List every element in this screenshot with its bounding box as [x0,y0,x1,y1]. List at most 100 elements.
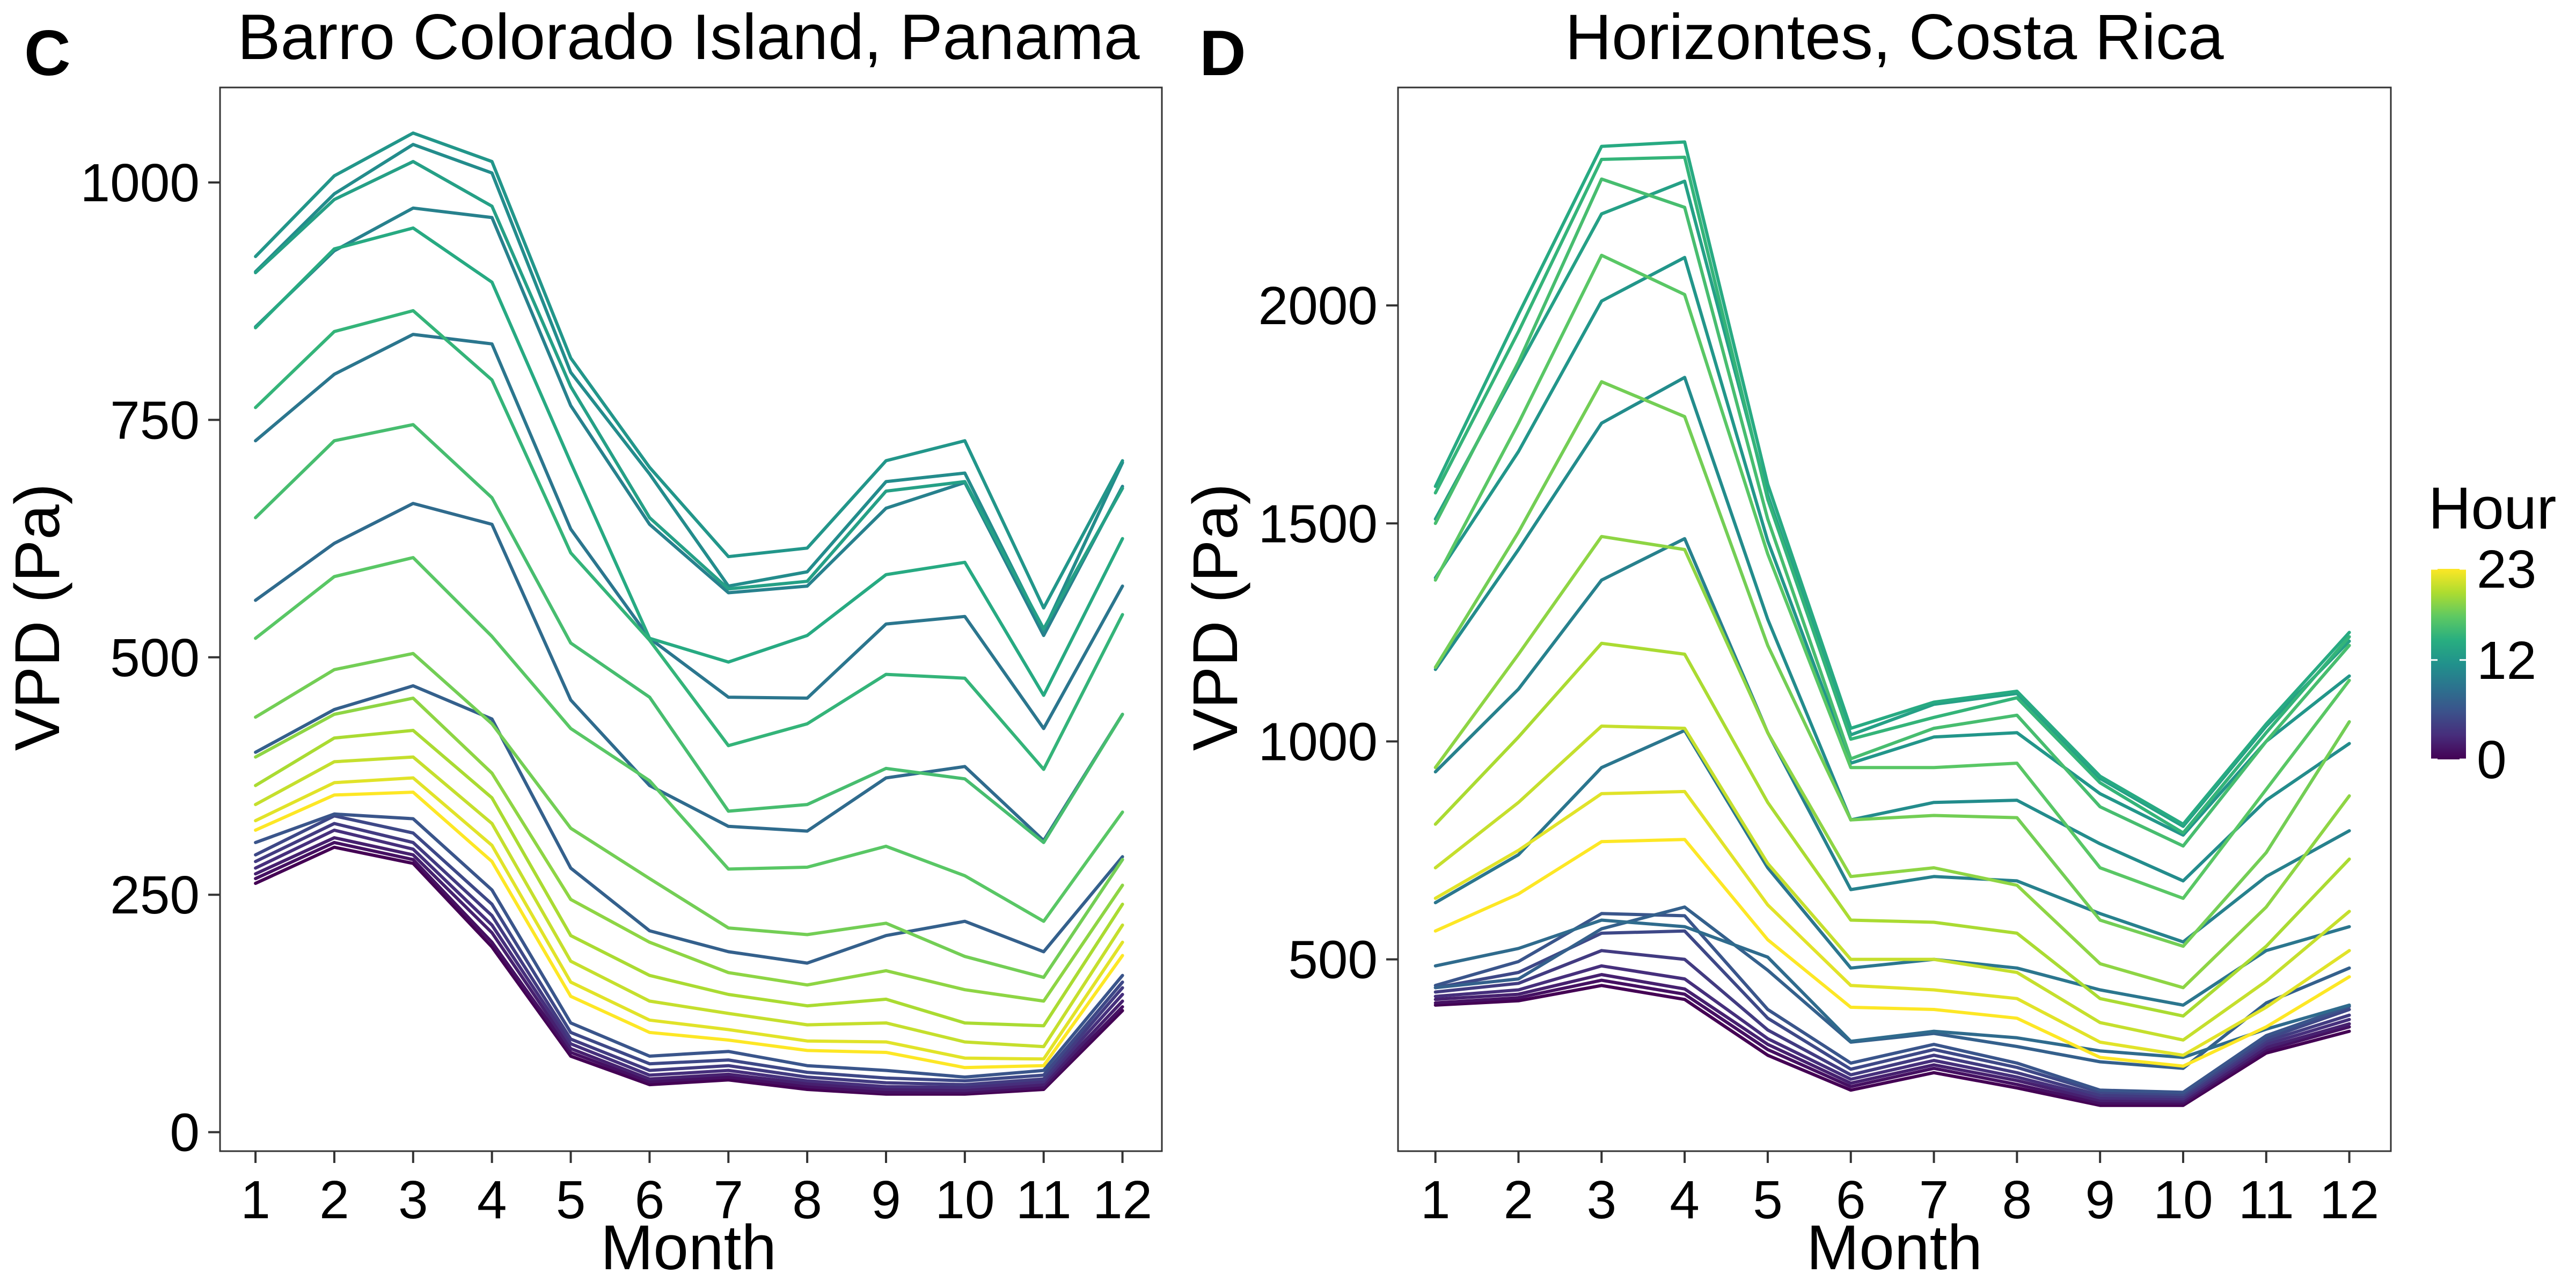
panel-c-x-tick-label-8: 8 [792,1170,822,1230]
panel-d-line-hour-18 [1433,380,2351,948]
panel-d-line-hour-11 [1433,376,2351,883]
panel-d-y-axis-title: VPD (Pa) [1180,484,1251,751]
panel-d-x-tick-label-11: 11 [2238,1170,2294,1230]
panel-d-x-tick-label-6: 6 [1836,1170,1866,1230]
panel-c-x-axis-title: Month [601,1212,777,1283]
panel-d-x-tick-label-4: 4 [1670,1170,1700,1230]
panel-d-line-hour-15 [1433,156,2351,835]
panel-c-line-hour-15 [254,309,1124,771]
panel-c-line-hour-18 [254,652,1124,979]
panel-c-title: Barro Colorado Island, Panama [238,1,1140,73]
panel-d-line-hour-6 [1433,912,2351,1094]
panel-d-x-tick-label-3: 3 [1586,1170,1616,1230]
panel-d-line-hour-23 [1433,838,2351,1068]
panel-c-line-hour-1 [254,840,1124,1094]
panel-d-line-hour-12 [1433,255,2351,837]
panel-d-x-axis-title: Month [1806,1212,1982,1283]
colorbar-legend: Hour 0 12 23 [2428,475,2556,790]
panel-c-plot-border [219,86,1163,1152]
panel-c-x-tick-label-9: 9 [871,1170,901,1230]
panel-c-line-hour-19 [254,696,1124,1003]
panel-c-line-hour-9 [254,333,1124,730]
panel-c-line-hour-2 [254,836,1124,1092]
panel-c-y-tick-label-1000: 1000 [80,153,200,213]
colorbar-gradient [2431,569,2466,759]
panel-d-line-hour-9 [1433,729,2351,1007]
panel-c-x-axis: 1 2 3 4 5 6 7 8 9 10 11 12 [240,1151,1152,1230]
panel-d-y-tick-label-1000: 1000 [1258,712,1378,772]
panel-d-x-tick-label-8: 8 [2002,1170,2032,1230]
panel-c-line-hour-17 [254,556,1124,923]
panel-c-x-tick-label-3: 3 [398,1170,428,1230]
panel-c-y-axis-title: VPD (Pa) [2,484,73,751]
panel-c-line-hour-14 [254,226,1124,697]
colorbar-tick-label-23: 23 [2477,539,2536,599]
panel-d-line-hour-0 [1433,984,2351,1107]
panel-c-line-hour-8 [254,502,1124,843]
panel-c-line-hour-23 [254,791,1124,1070]
panel-d-y-tick-label-1500: 1500 [1258,494,1378,554]
colorbar-title: Hour [2428,475,2556,541]
panel-c-x-tick-label-10: 10 [935,1170,994,1230]
panel-d-y-axis: 500 1000 1500 2000 [1258,276,1398,990]
panel-c-line-hour-3 [254,828,1124,1089]
panel-c-y-tick-label-250: 250 [110,865,200,925]
panel-letter-c: C [24,17,71,89]
panel-c-line-hour-22 [254,776,1124,1061]
panel-c-line-hour-6 [254,812,1124,1079]
panel-d-x-tick-label-9: 9 [2085,1170,2115,1230]
panel-d-title: Horizontes, Costa Rica [1565,1,2223,73]
panel-d-line-hour-19 [1433,535,2351,990]
panel-d-line-hour-17 [1433,253,2351,900]
panel-d-y-tick-label-2000: 2000 [1258,276,1378,336]
colorbar-tick-label-12: 12 [2477,631,2536,691]
panel-d-x-tick-label-12: 12 [2319,1170,2379,1230]
panel-c-lines [254,131,1124,1096]
panel-c: C Barro Colorado Island, Panama 0 250 500 7… [2,1,1163,1283]
panel-d-x-axis: 1 2 3 4 5 6 7 8 9 10 11 12 [1421,1151,2379,1230]
panel-d-line-hour-20 [1433,641,2351,1018]
panel-c-x-tick-label-6: 6 [635,1170,665,1230]
panel-c-line-hour-20 [254,729,1124,1028]
panel-letter-d: D [1199,17,1246,89]
panel-c-line-hour-16 [254,423,1124,844]
panel-d-plot-border [1397,86,2392,1152]
panel-d-y-tick-label-500: 500 [1288,930,1378,990]
panel-d-line-hour-14 [1433,140,2351,826]
panel-c-line-hour-11 [254,143,1124,633]
panel-d-line-hour-2 [1433,973,2351,1103]
panel-c-x-tick-label-5: 5 [556,1170,586,1230]
panel-d-lines [1433,140,2351,1107]
panel-c-x-tick-label-11: 11 [1016,1170,1072,1230]
panel-c-x-tick-label-4: 4 [477,1170,507,1230]
panel-c-y-tick-label-750: 750 [110,390,200,450]
panel-d-line-hour-1 [1433,978,2351,1105]
panel-d-line-hour-4 [1433,949,2351,1099]
panel-d-x-tick-label-7: 7 [1919,1170,1949,1230]
colorbar-ticks: 0 12 23 [2431,539,2536,790]
panel-c-line-hour-21 [254,755,1124,1049]
panel-d: D Horizontes, Costa Rica 500 1000 1500 2000… [1180,1,2392,1283]
panel-c-y-tick-label-500: 500 [110,628,200,688]
panel-d-line-hour-3 [1433,964,2351,1101]
panel-c-line-hour-12 [254,131,1124,610]
panel-c-line-hour-7 [254,684,1124,965]
colorbar-tick-label-0: 0 [2477,730,2507,790]
panel-c-y-tick-label-0: 0 [170,1103,200,1163]
panel-c-x-tick-label-12: 12 [1093,1170,1152,1230]
panel-d-line-hour-5 [1433,929,2351,1096]
panel-c-x-tick-label-7: 7 [713,1170,743,1230]
panel-c-line-hour-0 [254,845,1124,1096]
panel-d-x-tick-label-10: 10 [2153,1170,2213,1230]
panel-d-line-hour-22 [1433,789,2351,1057]
panel-d-x-tick-label-2: 2 [1504,1170,1534,1230]
panel-c-line-hour-4 [254,822,1124,1087]
panel-d-x-tick-label-1: 1 [1421,1170,1451,1230]
panel-c-y-axis: 0 250 500 750 1000 [80,153,220,1163]
panel-d-line-hour-8 [1433,918,2351,1059]
panel-d-x-tick-label-5: 5 [1753,1170,1783,1230]
panel-c-line-hour-5 [254,814,1124,1082]
panel-d-line-hour-16 [1433,177,2351,848]
